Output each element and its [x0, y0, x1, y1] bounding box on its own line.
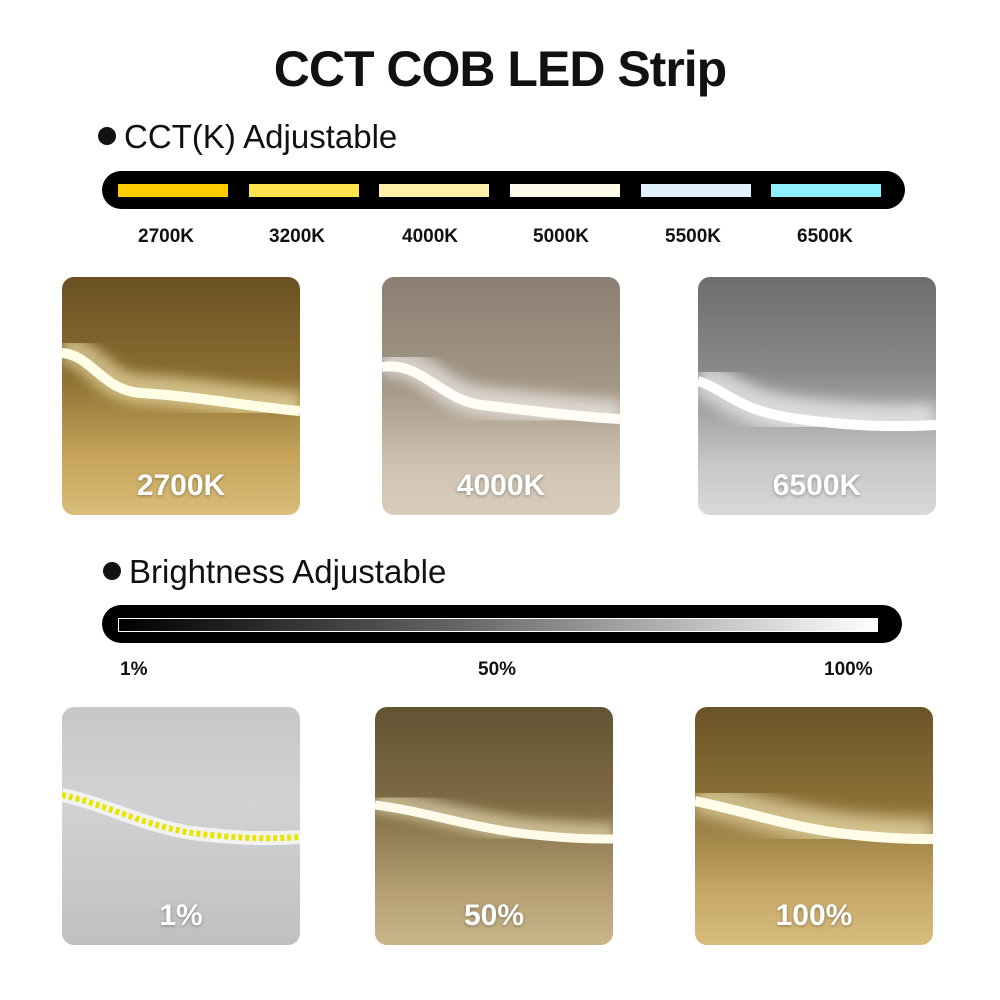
led-strip-illustration — [62, 788, 300, 846]
brightness-label-100: 100% — [824, 659, 873, 680]
led-strip-illustration — [698, 359, 936, 441]
cct-label-4000k: 4000K — [402, 226, 458, 247]
led-strip-illustration — [695, 780, 933, 852]
cct-color-bar — [102, 171, 905, 209]
cct-section-heading: CCT(K) Adjustable — [98, 120, 397, 153]
photo-label-brightness-50: 50% — [463, 899, 525, 932]
photo-label-4000k: 4000K — [456, 469, 546, 502]
photo-brightness-1: 1% — [62, 707, 300, 945]
bullet-icon — [103, 562, 121, 581]
photo-2700k: 2700K — [62, 277, 300, 515]
brightness-label-50: 50% — [478, 659, 517, 680]
led-strip-illustration — [382, 347, 620, 430]
cct-label-6500k: 6500K — [797, 226, 853, 247]
swatch-6500k — [771, 184, 881, 197]
cct-label-3200k: 3200K — [269, 226, 325, 247]
cct-heading-text: CCT(K) Adjustable — [124, 118, 398, 155]
photo-4000k: 4000K — [382, 277, 620, 515]
swatch-5500k — [641, 184, 751, 197]
brightness-gradient — [118, 618, 878, 632]
photo-label-brightness-100: 100% — [775, 899, 853, 932]
photo-brightness-100: 100% — [695, 707, 933, 945]
photo-label-6500k: 6500K — [772, 469, 862, 502]
led-strip-illustration — [62, 334, 300, 422]
cct-label-5000k: 5000K — [533, 226, 589, 247]
brightness-label-1: 1% — [120, 659, 148, 680]
photo-brightness-50: 50% — [375, 707, 613, 945]
cct-label-2700k: 2700K — [138, 226, 194, 247]
photo-label-brightness-1: 1% — [159, 899, 203, 932]
swatch-5000k — [510, 184, 620, 197]
brightness-section-heading: Brightness Adjustable — [103, 555, 446, 588]
brightness-heading-text: Brightness Adjustable — [129, 553, 447, 590]
photo-label-2700k: 2700K — [136, 469, 226, 502]
swatch-3200k — [249, 184, 359, 197]
brightness-gradient-bar — [102, 605, 902, 643]
page-title: CCT COB LED Strip — [273, 41, 727, 97]
led-strip-illustration — [375, 789, 613, 847]
swatch-2700k — [118, 184, 228, 197]
cct-label-5500k: 5500K — [665, 226, 721, 247]
photo-6500k: 6500K — [698, 277, 936, 515]
swatch-4000k — [379, 184, 489, 197]
bullet-icon — [98, 127, 116, 146]
